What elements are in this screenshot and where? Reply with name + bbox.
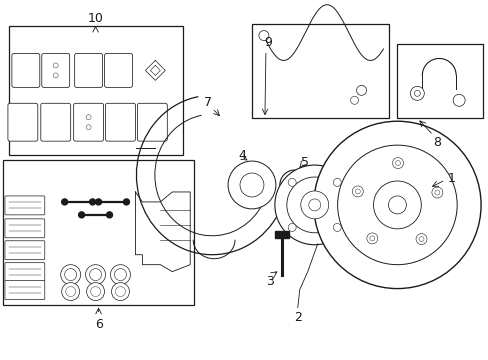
Circle shape [115,287,125,297]
Bar [274,231,288,238]
Text: 10: 10 [87,12,103,25]
Circle shape [61,283,80,301]
Bar [3,160,194,305]
Circle shape [86,125,91,130]
FancyBboxPatch shape [41,103,71,141]
Circle shape [65,287,76,297]
Bar [9,26,183,155]
Circle shape [110,265,130,285]
Circle shape [111,283,129,301]
Circle shape [431,187,442,198]
Circle shape [79,212,84,218]
Text: 6: 6 [95,318,102,331]
Circle shape [387,196,406,214]
Text: 9: 9 [264,36,271,49]
Circle shape [300,191,328,219]
Circle shape [373,181,421,229]
Circle shape [86,115,91,120]
Circle shape [274,165,354,245]
Circle shape [259,31,268,41]
FancyBboxPatch shape [12,54,40,87]
Circle shape [89,199,95,205]
Text: 3: 3 [265,275,273,288]
Circle shape [90,287,101,297]
Text: 7: 7 [203,96,212,109]
Text: 2: 2 [293,311,301,324]
Bar [397,44,482,118]
Circle shape [413,90,420,96]
Circle shape [350,96,358,104]
Circle shape [85,265,105,285]
Bar [251,24,388,118]
Circle shape [240,173,264,197]
FancyBboxPatch shape [5,219,45,238]
Circle shape [106,212,112,218]
FancyBboxPatch shape [5,280,45,300]
FancyBboxPatch shape [5,196,45,215]
FancyBboxPatch shape [8,103,38,141]
FancyBboxPatch shape [75,54,102,87]
Circle shape [415,234,426,244]
Circle shape [123,199,129,205]
Circle shape [95,199,102,205]
Circle shape [369,236,374,241]
Circle shape [313,121,480,289]
FancyBboxPatch shape [104,54,132,87]
Circle shape [86,283,104,301]
Circle shape [395,161,400,166]
Circle shape [114,269,126,280]
Circle shape [352,186,363,197]
Circle shape [61,199,67,205]
Circle shape [392,158,403,168]
Circle shape [61,265,81,285]
FancyBboxPatch shape [105,103,135,141]
FancyBboxPatch shape [74,103,103,141]
Circle shape [308,199,320,211]
Circle shape [356,85,366,95]
Circle shape [287,224,296,231]
Circle shape [418,237,423,242]
Circle shape [227,161,275,209]
FancyBboxPatch shape [41,54,69,87]
Circle shape [64,269,77,280]
FancyBboxPatch shape [5,263,45,282]
Circle shape [287,178,296,186]
Text: 8: 8 [432,136,440,149]
Circle shape [452,94,464,106]
Circle shape [53,73,58,78]
Circle shape [337,145,456,265]
Text: 4: 4 [238,149,245,162]
Circle shape [286,177,342,233]
Circle shape [333,224,341,231]
Text: 1: 1 [447,171,454,185]
Circle shape [355,189,360,194]
Circle shape [434,190,439,195]
Circle shape [89,269,102,280]
Circle shape [409,86,424,100]
Circle shape [366,233,377,244]
Circle shape [53,63,58,68]
Circle shape [333,178,341,186]
FancyBboxPatch shape [5,241,45,260]
FancyBboxPatch shape [137,103,167,141]
Text: 5: 5 [300,156,308,168]
